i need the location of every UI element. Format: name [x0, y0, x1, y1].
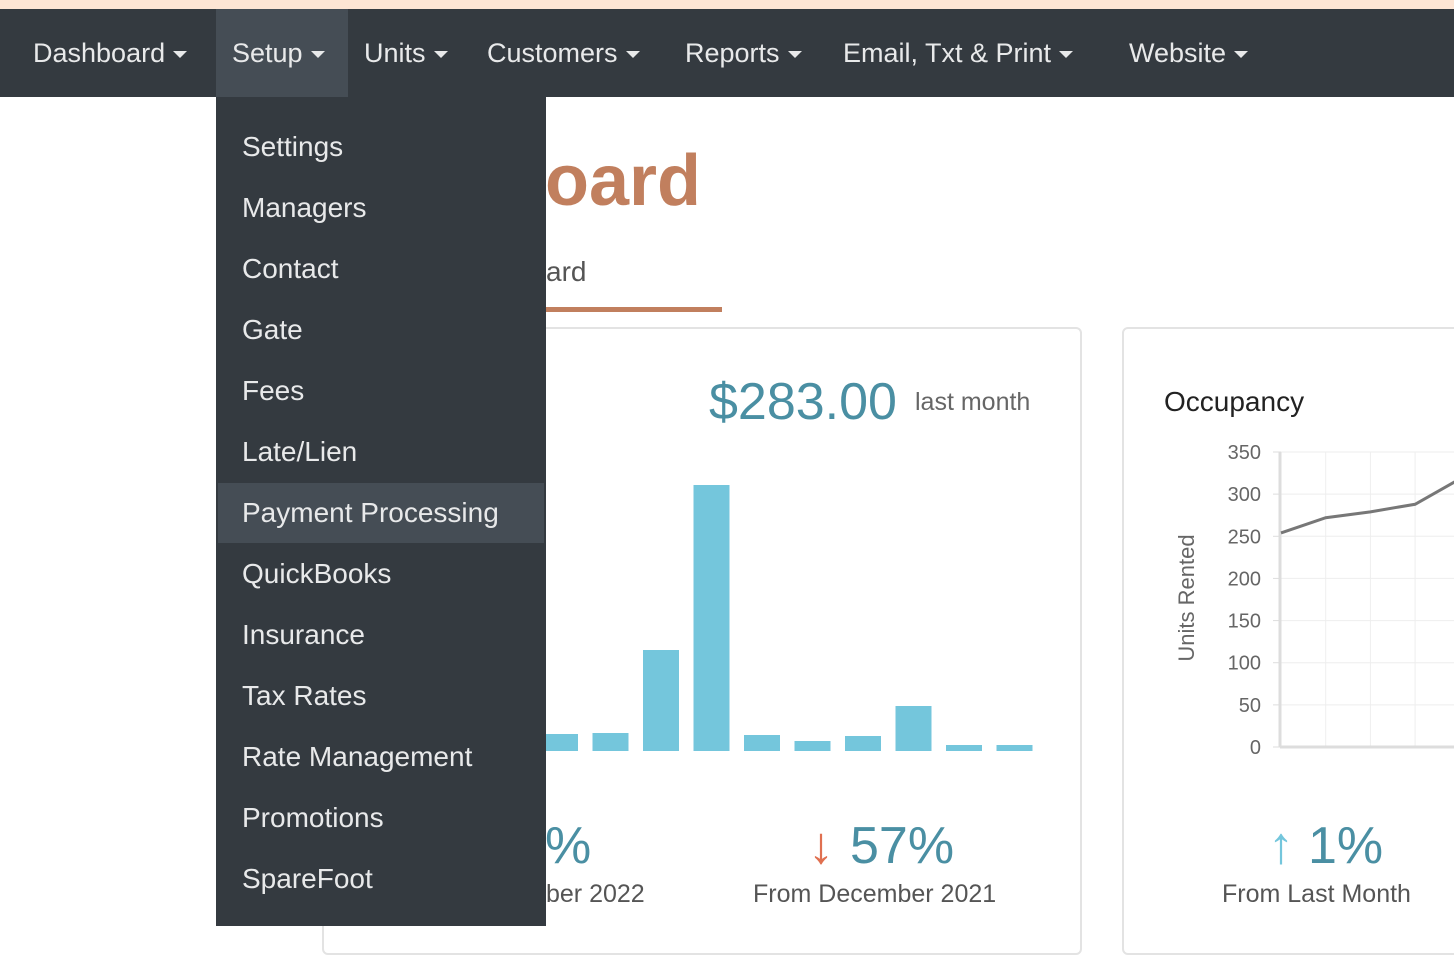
- bar: [996, 745, 1033, 751]
- nav-item[interactable]: Dashboard: [17, 9, 203, 97]
- dropdown-item[interactable]: Tax Rates: [242, 680, 367, 711]
- nav-item[interactable]: Email, Txt & Print: [827, 9, 1089, 97]
- stat-caption: From December 2021: [753, 880, 997, 908]
- nav-item[interactable]: Setup: [216, 9, 348, 97]
- bar: [643, 650, 679, 751]
- dropdown-item[interactable]: Payment Processing: [218, 483, 544, 543]
- tab[interactable]: ard: [546, 256, 587, 287]
- bar: [592, 733, 629, 751]
- bar: [744, 735, 780, 751]
- occupancy-card: [1122, 327, 1454, 955]
- y-tick-label: 350: [1228, 442, 1261, 464]
- stat-caption: ber 2022: [546, 880, 645, 908]
- dropdown-item[interactable]: Insurance: [242, 619, 365, 650]
- line: [1280, 480, 1454, 535]
- page-title: oard: [545, 141, 702, 221]
- dropdown-item[interactable]: SpareFoot: [242, 863, 373, 894]
- stat-caption: From Last Month: [1222, 880, 1411, 908]
- revenue-amount: $283.00: [709, 373, 897, 431]
- dropdown-item[interactable]: Managers: [242, 192, 367, 223]
- y-tick-label: 50: [1239, 695, 1261, 717]
- setup-dropdown: Settings Managers Contact Gate Fees Late/Lien…: [216, 97, 546, 926]
- top-strip: [0, 0, 1454, 9]
- dropdown-item[interactable]: QuickBooks: [242, 558, 392, 589]
- y-tick-label: 200: [1228, 568, 1261, 590]
- bar: [693, 485, 730, 751]
- y-tick-label: 150: [1228, 611, 1261, 633]
- up-arrow: ↑: [1268, 817, 1294, 875]
- revenue-note: last month: [915, 388, 1031, 416]
- nav-item[interactable]: Units: [348, 9, 464, 97]
- nav-item[interactable]: Website: [1113, 9, 1264, 97]
- bar: [946, 745, 982, 751]
- down-arrow: ↓: [808, 817, 834, 875]
- y-tick-label: 250: [1228, 526, 1261, 548]
- y-tick-label: 0: [1250, 737, 1261, 759]
- bar: [794, 741, 831, 751]
- navbar: Dashboard Setup Units Customers Reports Email…: [0, 9, 1454, 97]
- stat-value: 57%: [850, 817, 955, 875]
- y-tick-label: 100: [1228, 653, 1261, 675]
- stat-value: %: [545, 817, 592, 875]
- dropdown-item[interactable]: Contact: [242, 253, 339, 284]
- y-axis-label: Units Rented: [1174, 534, 1199, 661]
- dropdown-item[interactable]: Rate Management: [242, 741, 473, 772]
- dropdown-item[interactable]: Promotions: [242, 802, 384, 833]
- y-tick-label: 300: [1228, 484, 1261, 506]
- bar: [895, 706, 932, 751]
- tab-underline: [546, 307, 722, 312]
- dropdown-item[interactable]: Late/Lien: [242, 436, 358, 467]
- nav-item[interactable]: Reports: [669, 9, 818, 97]
- bar: [542, 734, 578, 751]
- dropdown-item[interactable]: Gate: [242, 314, 303, 345]
- stat-value: 1%: [1308, 817, 1384, 875]
- dropdown-item[interactable]: Settings: [242, 131, 344, 162]
- bar: [845, 736, 881, 751]
- dropdown-item[interactable]: Fees: [242, 375, 305, 406]
- nav-item[interactable]: Customers: [471, 9, 656, 97]
- card-title: Occupancy: [1164, 386, 1305, 417]
